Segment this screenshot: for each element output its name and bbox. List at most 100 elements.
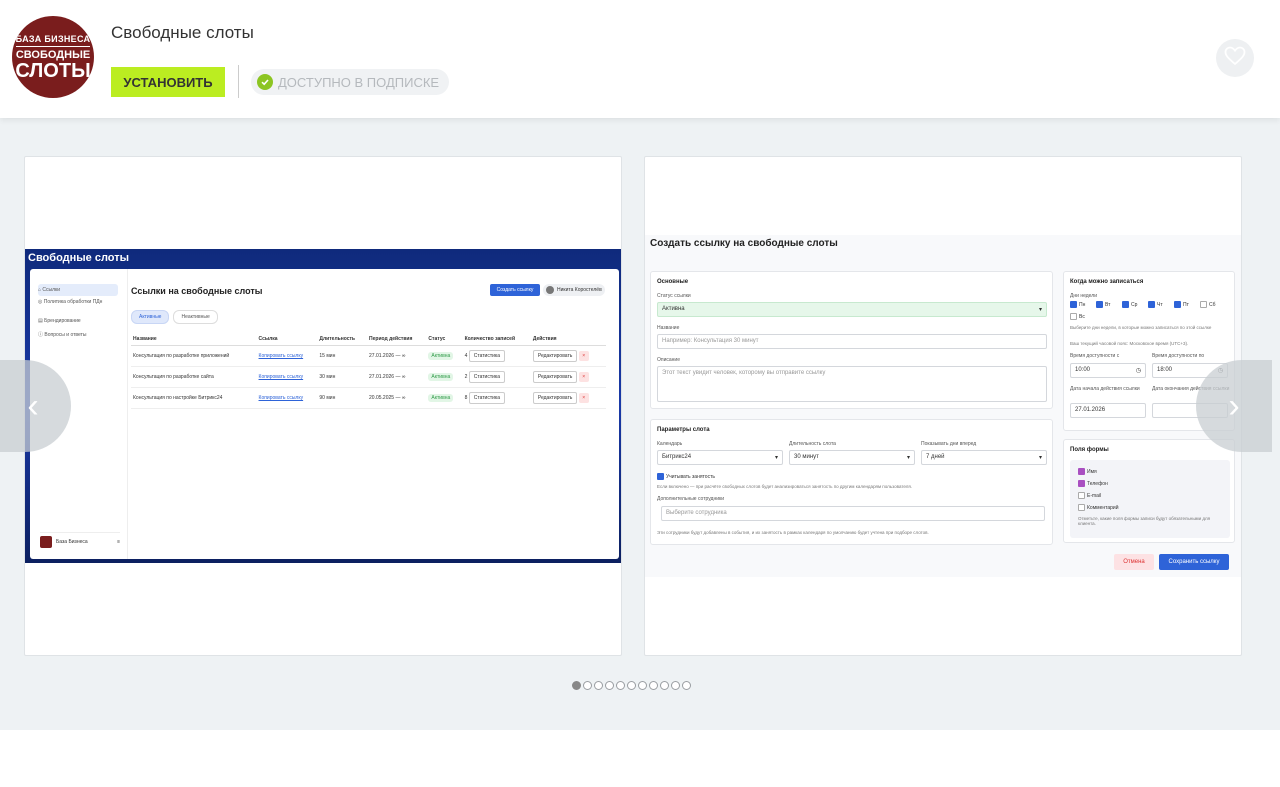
delete-icon: × xyxy=(578,372,589,382)
row-name: Консультация по настройке Битрикс24 xyxy=(131,387,257,409)
logo-line1: БАЗА БИЗНЕСА xyxy=(15,34,91,47)
chevron-down-icon: ▾ xyxy=(906,455,910,461)
pagination-dot[interactable] xyxy=(583,681,592,690)
time-to-label: Время доступности по xyxy=(1152,353,1205,359)
slide1-user-chip: Никита Коростелёв xyxy=(543,284,605,296)
weekday-sun: Вс xyxy=(1070,313,1085,320)
pagination-dot[interactable] xyxy=(671,681,680,690)
user-name: Никита Коростелёв xyxy=(557,287,602,293)
subscription-label: ДОСТУПНО В ПОДПИСКЕ xyxy=(278,74,440,90)
chevron-right-icon: › xyxy=(1228,386,1240,425)
row-count: 4 xyxy=(464,353,468,359)
gallery-slide-2[interactable]: Создать ссылку на свободные слоты Основн… xyxy=(644,156,1242,656)
when-title: Когда можно записаться xyxy=(1070,279,1144,285)
tab-inactive: Неактивные xyxy=(173,310,218,324)
staff-select: Выберите сотрудника xyxy=(661,506,1045,521)
clock-icon: ◷ xyxy=(1135,368,1141,374)
row-period: 27.01.2026 — ∞ xyxy=(367,345,427,367)
column-header: Название xyxy=(131,333,257,346)
pagination-dot[interactable] xyxy=(594,681,603,690)
column-header: Длительность xyxy=(317,333,368,346)
copy-link: Копировать ссылку xyxy=(258,395,304,401)
weekday-thu: Чт xyxy=(1148,301,1163,308)
staff-label: Дополнительные сотрудники xyxy=(657,496,724,502)
params-card: Параметры слота Календарь Битрикс24 ▾ Дли… xyxy=(650,419,1053,545)
edit-button: Редактировать xyxy=(532,371,578,383)
row-count: 2 xyxy=(464,374,468,380)
prev-slide-button[interactable]: ‹ xyxy=(0,360,71,452)
column-header: Ссылка xyxy=(256,333,318,346)
status-label: Статус ссылки xyxy=(657,293,691,299)
duration-select: 30 минут ▾ xyxy=(789,450,915,465)
app-logo: БАЗА БИЗНЕСА СВОБОДНЫЕ СЛОТЫ xyxy=(12,16,94,98)
slide1-brand: База Бизнеса ≡ xyxy=(40,532,120,548)
staff-hint: Эти сотрудники будут добавлены в события… xyxy=(657,530,929,535)
name-label: Название xyxy=(657,325,680,331)
status-badge: Активна xyxy=(428,352,454,360)
weekdays-hint: Выберите дни недели, в которые можно зап… xyxy=(1070,325,1212,330)
slide1-create-button: Создать ссылку xyxy=(490,284,540,296)
tab-active: Активные xyxy=(131,310,170,324)
column-header: Статус xyxy=(426,333,463,346)
chevron-down-icon: ▾ xyxy=(774,455,778,461)
pagination-dot[interactable] xyxy=(627,681,636,690)
fields-box: Имя Телефон E-mail Комментарий Отметьте,… xyxy=(1070,460,1230,538)
pagination-dot[interactable] xyxy=(572,681,581,690)
days-ahead-select: 7 дней ▾ xyxy=(921,450,1047,465)
heart-icon xyxy=(1224,46,1246,71)
menu-icon: ≡ xyxy=(117,538,120,545)
status-badge: Активна xyxy=(428,394,454,402)
date-start-label: Дата начала действия ссылки xyxy=(1070,386,1140,392)
pagination-dot[interactable] xyxy=(616,681,625,690)
copy-link: Копировать ссылку xyxy=(258,374,304,380)
days-ahead-label: Показывать дни вперед xyxy=(921,441,977,447)
table-header: Название Ссылка Длительность Период дейс… xyxy=(131,333,606,346)
app-title: Свободные слоты xyxy=(111,23,254,42)
gallery-pagination xyxy=(572,681,691,690)
time-from-input: 10:00 ◷ xyxy=(1070,363,1146,378)
subscription-badge: ДОСТУПНО В ПОДПИСКЕ xyxy=(251,69,450,95)
slide1-app-window: Свободные слоты ⌂ Ссылки ◎ Политика обра… xyxy=(25,249,621,563)
next-slide-button[interactable]: › xyxy=(1196,360,1272,452)
slide1-heading: Ссылки на свободные слоты xyxy=(131,286,263,296)
stats-button: Статистика xyxy=(468,350,506,362)
delete-icon: × xyxy=(578,393,589,403)
chevron-down-icon: ▾ xyxy=(1038,455,1042,461)
pagination-dot[interactable] xyxy=(605,681,614,690)
row-count: 8 xyxy=(464,395,468,401)
slide1-panel: ⌂ Ссылки ◎ Политика обработки ПДн ▤ Брен… xyxy=(30,269,619,559)
copy-link: Копировать ссылку xyxy=(258,353,304,359)
field-comment: Комментарий xyxy=(1078,504,1119,511)
pagination-dot[interactable] xyxy=(638,681,647,690)
row-duration: 90 мин xyxy=(317,387,368,409)
delete-icon: × xyxy=(578,351,589,361)
weekday-mon: Пн xyxy=(1070,301,1085,308)
install-button[interactable]: УСТАНОВИТЬ xyxy=(111,67,225,97)
header-divider xyxy=(238,65,239,98)
pagination-dot[interactable] xyxy=(682,681,691,690)
status-badge: Активна xyxy=(428,373,454,381)
sidebar-item-policy: ◎ Политика обработки ПДн xyxy=(38,299,103,305)
brand-label: База Бизнеса xyxy=(56,538,88,545)
busy-hint: Если включено — при расчёте свободных сл… xyxy=(657,484,913,489)
timezone-hint: Ваш текущий часовой пояс: Московское вре… xyxy=(1070,341,1189,346)
sidebar-item-links: ⌂ Ссылки xyxy=(38,287,61,293)
weekday-sat: Сб xyxy=(1200,301,1215,308)
favorite-button[interactable] xyxy=(1216,39,1254,77)
sidebar-active-bg xyxy=(38,284,118,296)
gallery-slide-1[interactable]: Свободные слоты ⌂ Ссылки ◎ Политика обра… xyxy=(24,156,622,656)
busy-checkbox: Учитывать занятость xyxy=(657,473,715,480)
pagination-dot[interactable] xyxy=(660,681,669,690)
pagination-dot[interactable] xyxy=(649,681,658,690)
cancel-button: Отмена xyxy=(1114,554,1154,570)
column-header: Количество записей xyxy=(462,333,531,346)
sidebar-item-branding: ▤ Брендирование xyxy=(38,318,81,324)
form-title: Поля формы xyxy=(1070,447,1109,453)
sidebar-item-faq: ⓘ Вопросы и ответы xyxy=(38,332,87,338)
fields-hint: Отметьте, какие поля формы записи будут … xyxy=(1078,516,1211,526)
edit-button: Редактировать xyxy=(532,350,578,362)
form-fields-card: Поля формы Имя Телефон E-mail Комментари… xyxy=(1063,439,1235,543)
weekday-wed: Ср xyxy=(1122,301,1137,308)
weekday-tue: Вт xyxy=(1096,301,1110,308)
slide1-tabs: Активные Неактивные xyxy=(131,310,218,324)
